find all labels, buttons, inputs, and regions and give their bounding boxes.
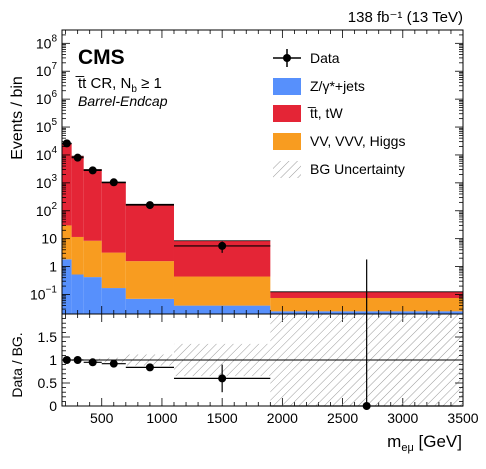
legend-swatch-ttbar (273, 105, 301, 122)
x-tick-label-1: 1000 (146, 410, 177, 426)
x-tick-label-3: 2000 (267, 410, 298, 426)
y-tick-label-7: 106 (36, 89, 58, 107)
data-point-5 (173, 241, 271, 253)
x-tick-label-2: 1500 (207, 410, 238, 426)
luminosity-label: 138 fb⁻¹ (13 TeV) (348, 9, 463, 26)
stack-bar-1-bin-0 (62, 225, 72, 260)
ratio-plot: 0 0.5 1 1.5 500 1000 1500 2000 2500 3000 3500 (38, 313, 479, 426)
ratio-point-3 (101, 359, 126, 368)
ratio-tick-label-1: 0.5 (38, 375, 58, 391)
legend-label-dy: Z/γ*+jets (310, 78, 365, 94)
data-point-4 (125, 201, 174, 210)
legend-label-unc: BG Uncertainty (310, 161, 405, 177)
ratio-tick-label-2: 1 (49, 352, 57, 368)
stack-bar-2-bin-3 (101, 182, 126, 253)
legend-swatch-vv (273, 133, 301, 150)
y-tick-label-2: 10 (41, 231, 57, 247)
y-tick-label-4: 103 (36, 173, 58, 191)
data-point-2 (83, 166, 102, 175)
stack-bar-0-bin-2 (83, 277, 102, 314)
data-point-1 (71, 153, 84, 162)
data-point-3 (101, 178, 126, 187)
category-label: Barrel-Endcap (78, 93, 168, 109)
ratio-point-2 (83, 358, 102, 367)
y-tick-label-1: 1 (49, 259, 57, 275)
legend-swatch-dy (273, 78, 301, 95)
stack-bar-1-bin-5 (173, 276, 271, 306)
legend: Data Z/γ*+jets t̅t, tW VV, VVV, Higgs BG… (273, 49, 405, 178)
stack-bar-0-bin-3 (101, 288, 126, 314)
legend-swatch-unc (273, 161, 301, 178)
y-tick-label-0: 10−1 (30, 284, 57, 302)
experiment-label: CMS (78, 46, 125, 69)
legend-label-ttbar: t̅t, tW (307, 105, 344, 121)
y-tick-label-9: 108 (36, 33, 58, 51)
legend-entry-dy: Z/γ*+jets (273, 78, 365, 95)
region-label: t̅t CR, Nb ≥ 1 (75, 75, 162, 95)
stack-bar-2-bin-1 (71, 156, 84, 237)
stack-bar-2-bin-2 (83, 169, 102, 241)
legend-entry-ttbar: t̅t, tW (273, 105, 343, 122)
stack-bar-1-bin-1 (71, 236, 84, 275)
y-tick-label-8: 107 (36, 61, 58, 79)
stack-bar-2-bin-4 (125, 204, 174, 262)
ratio-axis-title: Data / BG. (9, 332, 25, 397)
main-plot: 10−1 1 10 102 103 104 105 106 107 108 (30, 29, 464, 315)
stack-bar-0-bin-0 (62, 259, 72, 314)
ratio-tick-label-3: 1.5 (38, 329, 58, 345)
legend-entry-vv: VV, VVV, Higgs (273, 133, 405, 150)
legend-label-data: Data (310, 50, 340, 66)
ratio-point-4 (125, 363, 174, 372)
x-tick-label-0: 500 (90, 410, 114, 426)
x-tick-label-4: 2500 (327, 410, 358, 426)
ratio-point-5 (173, 364, 271, 393)
x-tick-label-6: 3500 (447, 410, 478, 426)
stack-bar-0-bin-1 (71, 274, 84, 314)
stack-bar-1-bin-4 (125, 261, 174, 299)
y-tick-label-3: 102 (36, 201, 58, 219)
legend-entry-data: Data (273, 49, 340, 67)
stack-bar-1-bin-3 (101, 252, 126, 289)
stack-bar-2-bin-0 (62, 143, 72, 226)
legend-entry-unc: BG Uncertainty (273, 161, 405, 178)
y-axis-title: Events / bin (9, 76, 26, 160)
stack-bar-1-bin-2 (83, 240, 102, 278)
legend-label-vv: VV, VVV, Higgs (310, 133, 405, 149)
ratio-point-1 (71, 356, 84, 364)
x-tick-label-5: 3000 (387, 410, 418, 426)
y-tick-label-6: 105 (36, 117, 58, 135)
y-tick-label-5: 104 (36, 145, 58, 163)
ratio-tick-label-0: 0 (49, 398, 57, 414)
x-axis-title: meμ [GeV] (387, 432, 462, 454)
